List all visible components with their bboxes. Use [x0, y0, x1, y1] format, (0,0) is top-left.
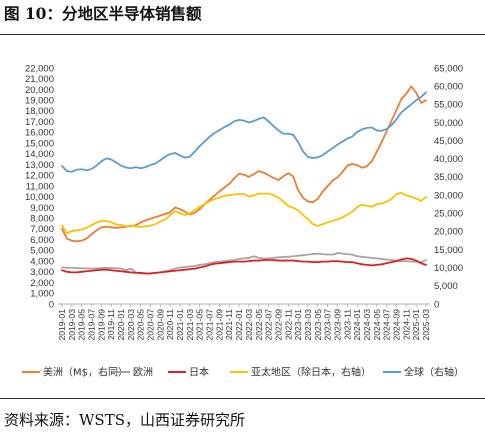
left-tick-label: 8,000: [30, 213, 54, 224]
x-tick-label: 2024-01: [352, 309, 362, 341]
left-tick-label: 22,000: [25, 63, 54, 74]
x-tick-label: 2021-03: [185, 309, 195, 341]
left-tick-label: 18,000: [25, 106, 54, 117]
left-tick-label: 10,000: [25, 192, 54, 203]
right-tick-label: 65,000: [434, 63, 463, 74]
left-tick-label: 15,000: [25, 138, 54, 149]
left-tick-label: 9,000: [30, 203, 54, 214]
left-tick-label: 13,000: [25, 160, 54, 171]
x-tick-label: 2021-09: [214, 309, 224, 341]
x-tick-label: 2020-01: [116, 309, 126, 341]
legend-label: 亚太地区（除日本，右轴）: [251, 366, 371, 379]
top-rule: [0, 34, 485, 35]
x-tick-label: 2019-05: [77, 309, 87, 341]
right-tick-label: 45,000: [434, 136, 463, 147]
left-tick-label: 3,000: [30, 267, 54, 278]
left-tick-label: 6,000: [30, 235, 54, 246]
x-tick-label: 2019-11: [106, 309, 116, 340]
right-tick-label: 10,000: [434, 263, 463, 274]
series-line-4: [61, 91, 427, 173]
x-tick-label: 2022-11: [283, 309, 293, 340]
legend: 美洲（M$，右同） 欧洲 日本 亚太地区（除日本，右轴） 全球（右轴）: [22, 366, 464, 379]
x-tick-label: 2020-09: [155, 309, 165, 341]
x-tick-label: 2023-11: [342, 309, 352, 340]
x-tick-label: 2022-03: [244, 309, 254, 341]
left-tick-label: 16,000: [25, 128, 54, 139]
legend-label: 日本: [189, 366, 209, 379]
right-tick-label: 20,000: [434, 227, 463, 238]
legend-label: 欧洲: [133, 367, 153, 379]
x-tick-label: 2024-03: [362, 309, 372, 341]
x-tick-label: 2019-01: [57, 309, 67, 341]
x-tick-label: 2019-03: [67, 309, 77, 341]
series-layer: [61, 85, 427, 275]
x-tick-label: 2021-07: [205, 309, 215, 341]
figure-title: 图 10：分地区半导体销售额: [4, 4, 202, 23]
right-y-axis: 0 5,000 10,000 15,000 20,000 25,000 30,000 35,0…: [434, 63, 463, 310]
left-tick-label: 4,000: [30, 256, 54, 267]
legend-label: 全球（右轴）: [404, 366, 464, 379]
right-tick-label: 15,000: [434, 245, 463, 256]
x-tick-label: 2024-11: [401, 309, 411, 340]
right-tick-label: 0: [434, 299, 439, 310]
bottom-rule: [0, 398, 485, 399]
left-tick-label: 11,000: [26, 181, 54, 192]
x-tick-label: 2020-07: [146, 309, 156, 341]
right-tick-label: 50,000: [434, 118, 463, 129]
left-tick-label: 14,000: [25, 149, 54, 160]
x-tick-label: 2021-01: [175, 309, 185, 341]
x-tick-label: 2025-01: [411, 309, 421, 341]
series-line-2: [61, 257, 427, 275]
x-tick-label: 2021-05: [195, 309, 205, 341]
x-tick-label: 2022-01: [234, 309, 244, 341]
x-tick-label: 2025-03: [421, 309, 431, 341]
x-tick-label: 2022-05: [254, 309, 264, 341]
legend-label: 美洲（M$，右同）: [43, 366, 128, 379]
x-tick-label: 2023-07: [323, 309, 333, 341]
series-line-0: [61, 85, 427, 243]
x-tick-label: 2019-07: [87, 309, 97, 341]
x-tick-label: 2020-11: [165, 309, 175, 340]
x-axis: 2019-01 2019-03 2019-05 2019-07 2019-09 2019-…: [57, 304, 431, 341]
right-tick-label: 40,000: [434, 154, 463, 165]
x-tick-label: 2021-11: [224, 309, 234, 340]
right-tick-label: 5,000: [434, 281, 458, 292]
series-line-3: [61, 191, 427, 235]
x-tick-label: 2022-07: [264, 309, 274, 341]
x-tick-label: 2024-09: [391, 309, 401, 341]
series-line-1: [61, 252, 427, 275]
left-tick-label: 5,000: [30, 246, 54, 257]
x-tick-label: 2022-09: [273, 309, 283, 341]
left-tick-label: 19,000: [25, 95, 54, 106]
x-tick-label: 2023-09: [332, 309, 342, 341]
line-chart: 01,0002,0003,0004,0005,0006,0007,0008,00…: [22, 63, 464, 379]
x-tick-label: 2023-05: [313, 309, 323, 341]
x-tick-label: 2020-05: [136, 309, 146, 341]
right-tick-label: 55,000: [434, 100, 463, 111]
left-tick-label: 0: [49, 299, 54, 310]
x-tick-label: 2019-09: [96, 309, 106, 341]
right-tick-label: 35,000: [434, 172, 463, 183]
x-tick-label: 2023-01: [293, 309, 303, 341]
left-tick-label: 21,000: [25, 74, 54, 85]
left-tick-label: 1,000: [30, 289, 54, 300]
x-tick-label: 2020-03: [126, 309, 136, 341]
x-tick-label: 2024-05: [372, 309, 382, 341]
left-tick-label: 7,000: [30, 224, 54, 235]
left-tick-label: 2,000: [30, 278, 54, 289]
x-tick-label: 2024-07: [382, 309, 392, 341]
x-tick-label: 2023-03: [303, 309, 313, 341]
left-y-axis: 01,0002,0003,0004,0005,0006,0007,0008,00…: [25, 63, 54, 310]
right-tick-label: 30,000: [434, 190, 463, 201]
left-tick-label: 12,000: [25, 171, 54, 182]
left-tick-label: 17,000: [25, 117, 54, 128]
right-tick-label: 25,000: [434, 209, 463, 220]
source-note: 资料来源：WSTS，山西证券研究所: [4, 411, 245, 429]
left-tick-label: 20,000: [25, 85, 54, 96]
right-tick-label: 60,000: [434, 81, 463, 92]
